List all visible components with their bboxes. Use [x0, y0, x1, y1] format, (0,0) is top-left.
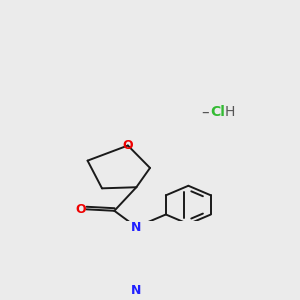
Text: N: N — [131, 220, 142, 233]
Text: Cl: Cl — [211, 105, 225, 119]
Text: –: – — [201, 104, 209, 119]
Text: N: N — [131, 284, 142, 297]
Text: O: O — [123, 139, 133, 152]
Text: O: O — [75, 203, 86, 216]
Text: H: H — [225, 105, 235, 119]
